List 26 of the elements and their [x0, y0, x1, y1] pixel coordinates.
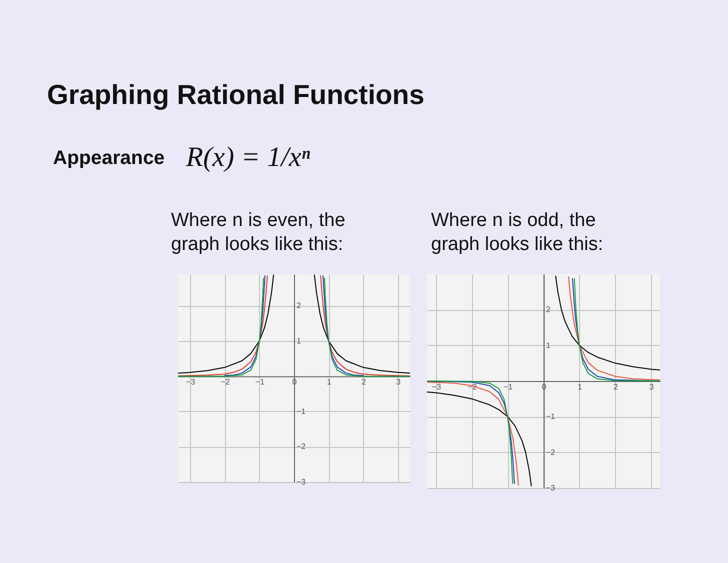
- x-tick-label: −3: [186, 378, 196, 387]
- chart-title: Where n is odd, the graph looks like this:: [431, 210, 604, 255]
- x-tick-label: 3: [649, 382, 654, 392]
- chart-title: Where n is even, the graph looks like this:: [171, 210, 346, 255]
- y-tick-label: 1: [546, 340, 551, 350]
- text: Appearance: [53, 147, 165, 169]
- y-tick-label: −1: [546, 412, 556, 422]
- x-tick-label: −1: [255, 378, 265, 387]
- x-tick-label: −1: [504, 382, 514, 392]
- x-tick-label: 1: [326, 378, 332, 387]
- y-tick-label: −1: [296, 406, 306, 416]
- x-tick-label: −2: [220, 378, 230, 387]
- y-tick-label: −3: [546, 484, 556, 492]
- x-tick-label: 1: [578, 382, 583, 392]
- y-tick-label: 2: [296, 301, 302, 310]
- y-tick-label: −2: [296, 442, 306, 452]
- x-tick-label: 2: [362, 378, 367, 387]
- text: Graphing Rational Functions: [47, 79, 424, 110]
- y-tick-label: 2: [546, 305, 551, 314]
- text: R(x) = 1/xⁿ: [185, 142, 310, 173]
- y-tick-label: −2: [546, 448, 556, 457]
- x-tick-label: −3: [432, 382, 442, 392]
- x-tick-label: 2: [613, 382, 618, 392]
- y-tick-label: 1: [296, 336, 302, 346]
- y-tick-label: −3: [296, 478, 306, 486]
- x-tick-label: 3: [396, 378, 402, 387]
